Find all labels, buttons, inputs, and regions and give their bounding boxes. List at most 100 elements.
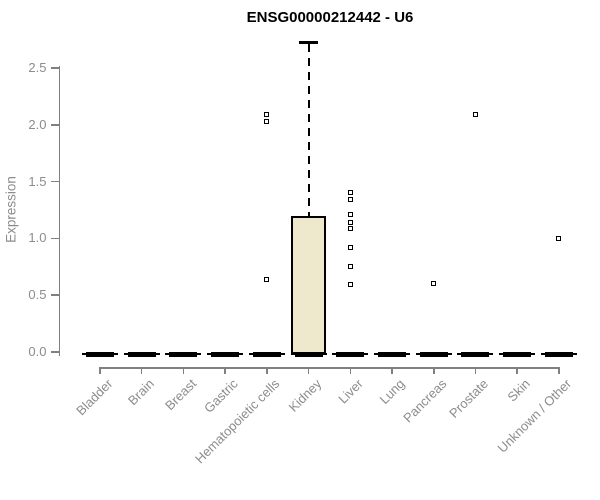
outlier-point-pancreas xyxy=(431,281,437,287)
outlier-point-liver xyxy=(347,190,353,196)
y-axis-tick xyxy=(50,294,59,296)
x-axis-tick xyxy=(99,367,101,374)
x-axis-tick-label-prostate: Prostate xyxy=(446,376,492,421)
box-edge-right xyxy=(155,353,160,355)
x-axis-tick-label-skin: Skin xyxy=(504,376,533,405)
y-axis-tick-label: 2.5 xyxy=(28,60,47,75)
x-axis-tick xyxy=(474,367,477,374)
x-axis-tick xyxy=(140,367,143,374)
y-axis-label: Expression xyxy=(3,176,19,243)
y-axis-tick-label: 1.5 xyxy=(28,173,47,189)
box-edge-left xyxy=(540,353,545,355)
outlier-point-unknown-other xyxy=(556,235,562,241)
box-edge-left xyxy=(499,353,504,355)
box-kidney xyxy=(291,215,327,354)
box-edge-right xyxy=(572,353,577,355)
box-edge-right xyxy=(114,353,118,355)
box-edge-left xyxy=(82,353,86,355)
median-line xyxy=(336,351,365,357)
median-line xyxy=(419,351,448,357)
box-edge-right xyxy=(531,353,536,355)
median-line xyxy=(294,351,323,357)
y-axis-tick-label: 0.0 xyxy=(28,344,47,359)
x-axis-line xyxy=(99,367,560,369)
box-edge-right xyxy=(322,353,327,355)
x-axis-tick xyxy=(391,367,393,374)
box-edge-left xyxy=(332,353,337,355)
box-edge-right xyxy=(489,353,494,355)
x-axis-tick-label-lung: Lung xyxy=(376,376,408,408)
box-edge-left xyxy=(457,353,462,355)
outlier-point-liver xyxy=(347,264,353,270)
median-line xyxy=(211,351,240,357)
box-edge-right xyxy=(364,353,369,355)
median-line xyxy=(252,351,281,357)
outlier-point-liver xyxy=(347,282,353,288)
median-bar-unknown-other xyxy=(540,351,577,357)
median-bar-skin xyxy=(499,351,536,357)
median-line xyxy=(86,351,114,357)
outlier-point-hematopoietic-cells xyxy=(264,112,270,118)
median-line xyxy=(169,351,198,357)
x-axis-tick-label-pancreas: Pancreas xyxy=(399,376,450,426)
median-bar-gastric xyxy=(207,351,244,357)
outlier-point-liver xyxy=(347,212,353,218)
median-bar-liver xyxy=(332,351,369,357)
x-axis-tick-label-breast: Breast xyxy=(161,376,200,414)
y-axis-tick xyxy=(50,351,59,353)
median-line xyxy=(127,351,156,357)
box-edge-left xyxy=(290,353,295,355)
outlier-point-hematopoietic-cells xyxy=(264,276,270,282)
box-edge-right xyxy=(239,353,244,355)
x-axis-tick-label-gastric: Gastric xyxy=(201,376,241,416)
median-line xyxy=(461,351,490,357)
y-axis-tick-label: 0.5 xyxy=(28,287,47,303)
median-line xyxy=(503,351,532,357)
y-axis-tick xyxy=(50,237,59,240)
median-line xyxy=(378,351,407,357)
x-axis-tick-label-unknown-other: Unknown / Other xyxy=(494,376,575,456)
y-axis-tick xyxy=(50,124,59,126)
box-edge-right xyxy=(280,353,285,355)
median-bar-breast xyxy=(165,351,202,357)
box-edge-left xyxy=(207,353,212,355)
box-edge-left xyxy=(165,353,170,355)
y-axis-line xyxy=(58,66,60,356)
chart-title: ENSG00000212442 - U6 xyxy=(246,9,414,26)
box-edge-right xyxy=(197,353,202,355)
x-axis-tick xyxy=(433,367,435,374)
outlier-point-liver xyxy=(347,197,353,203)
box-edge-left xyxy=(374,353,379,355)
y-axis-tick-label: 1.0 xyxy=(28,230,47,246)
x-axis-tick-label-kidney: Kidney xyxy=(285,376,325,415)
outlier-point-liver xyxy=(347,225,353,231)
box-edge-left xyxy=(248,353,253,355)
x-axis-tick-label-brain: Brain xyxy=(125,376,158,409)
median-bar-kidney xyxy=(290,351,327,357)
whisker-cap-kidney xyxy=(299,40,319,44)
x-axis-tick xyxy=(558,367,560,374)
box-edge-right xyxy=(447,353,452,355)
x-axis-tick xyxy=(224,367,226,374)
y-axis-tick-label: 2.0 xyxy=(28,116,47,132)
box-edge-left xyxy=(415,353,420,355)
y-axis-tick xyxy=(50,180,59,183)
median-bar-hematopoietic-cells xyxy=(248,351,285,357)
x-axis-tick-label-liver: Liver xyxy=(335,376,366,407)
x-axis-tick-label-bladder: Bladder xyxy=(73,376,116,419)
x-axis-tick xyxy=(266,367,268,374)
median-bar-pancreas xyxy=(415,351,452,357)
median-bar-brain xyxy=(123,351,160,357)
outlier-point-hematopoietic-cells xyxy=(264,118,270,124)
outlier-point-prostate xyxy=(472,112,478,118)
x-axis-tick xyxy=(516,367,518,374)
outlier-point-liver xyxy=(347,219,353,225)
median-line xyxy=(544,351,573,357)
y-axis-tick xyxy=(50,67,59,69)
median-bar-lung xyxy=(374,351,411,357)
x-axis-tick xyxy=(182,367,185,374)
box-edge-left xyxy=(123,353,128,355)
median-bar-prostate xyxy=(457,351,494,357)
x-axis-tick xyxy=(349,367,352,374)
box-edge-right xyxy=(406,353,411,355)
